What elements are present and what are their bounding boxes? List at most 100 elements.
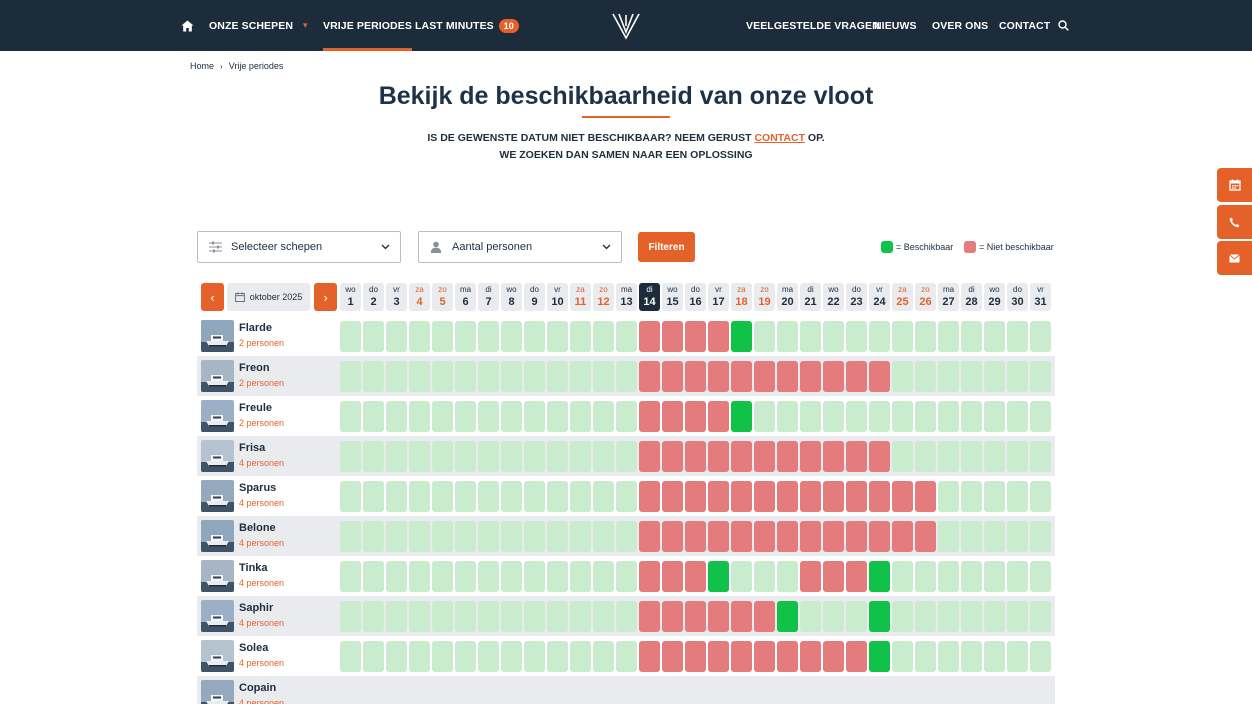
availability-cell-busy[interactable] — [708, 601, 729, 632]
month-picker[interactable]: oktober 2025 — [227, 283, 310, 311]
availability-cell-free[interactable] — [432, 361, 453, 392]
availability-cell-free[interactable] — [409, 561, 430, 592]
availability-cell-free[interactable] — [409, 321, 430, 352]
availability-cell-busy[interactable] — [731, 481, 752, 512]
availability-cell-free[interactable] — [524, 321, 545, 352]
availability-cell-free[interactable] — [340, 321, 361, 352]
availability-cell-free[interactable] — [432, 481, 453, 512]
availability-cell-free[interactable] — [961, 561, 982, 592]
availability-cell-busy[interactable] — [685, 441, 706, 472]
availability-cell-busy[interactable] — [869, 481, 890, 512]
availability-cell-busy[interactable] — [708, 481, 729, 512]
availability-cell-free[interactable] — [938, 321, 959, 352]
boat-thumbnail[interactable] — [201, 480, 234, 512]
availability-cell-busy[interactable] — [823, 441, 844, 472]
availability-cell-busy[interactable] — [662, 641, 683, 672]
availability-cell-busy[interactable] — [754, 441, 775, 472]
nav-item-nieuws[interactable]: NIEUWS — [874, 0, 917, 51]
availability-cell-free[interactable] — [1007, 481, 1028, 512]
availability-cell-free[interactable] — [340, 641, 361, 672]
availability-cell-free[interactable] — [524, 481, 545, 512]
availability-cell-busy[interactable] — [731, 441, 752, 472]
availability-cell-busy[interactable] — [639, 601, 660, 632]
availability-cell-free[interactable] — [616, 321, 637, 352]
availability-cell-free[interactable] — [984, 361, 1005, 392]
nav-item-onze-schepen[interactable]: ONZE SCHEPEN ▾ — [209, 0, 308, 51]
availability-cell-free[interactable] — [777, 401, 798, 432]
availability-cell-busy[interactable] — [823, 481, 844, 512]
availability-cell-free[interactable] — [455, 481, 476, 512]
boat-name[interactable]: Saphir — [239, 602, 274, 614]
availability-cell-free[interactable] — [869, 401, 890, 432]
availability-cell-free[interactable] — [524, 521, 545, 552]
availability-cell-free[interactable] — [754, 401, 775, 432]
boat-name[interactable]: Copain — [239, 682, 277, 694]
availability-cell-busy[interactable] — [731, 521, 752, 552]
availability-cell-free[interactable] — [455, 601, 476, 632]
availability-cell-free[interactable] — [340, 561, 361, 592]
availability-cell-busy[interactable] — [685, 321, 706, 352]
availability-cell-free[interactable] — [961, 321, 982, 352]
availability-cell-free[interactable] — [1030, 641, 1051, 672]
availability-cell-free[interactable] — [547, 641, 568, 672]
boat-name[interactable]: Freule — [239, 402, 273, 414]
breadcrumb-home[interactable]: Home — [190, 61, 215, 71]
boat-thumbnail[interactable] — [201, 320, 234, 352]
availability-cell-free[interactable] — [409, 401, 430, 432]
availability-cell-free[interactable] — [363, 601, 384, 632]
availability-cell-free[interactable] — [570, 321, 591, 352]
next-month-button[interactable]: › — [314, 283, 337, 311]
availability-cell-free[interactable] — [478, 441, 499, 472]
availability-cell-free[interactable] — [570, 441, 591, 472]
availability-cell-busy[interactable] — [823, 361, 844, 392]
availability-cell-free[interactable] — [524, 601, 545, 632]
select-persons-dropdown[interactable]: Aantal personen — [418, 231, 622, 263]
availability-cell-free[interactable] — [432, 641, 453, 672]
availability-cell-busy[interactable] — [823, 521, 844, 552]
availability-cell-free[interactable] — [455, 561, 476, 592]
availability-cell-free[interactable] — [432, 401, 453, 432]
availability-cell-free[interactable] — [501, 441, 522, 472]
availability-cell-free[interactable] — [915, 561, 936, 592]
availability-cell-free[interactable] — [478, 361, 499, 392]
availability-cell-free[interactable] — [1007, 641, 1028, 672]
availability-cell-free[interactable] — [386, 561, 407, 592]
availability-cell-busy[interactable] — [662, 441, 683, 472]
availability-cell-free[interactable] — [616, 401, 637, 432]
home-link[interactable] — [181, 0, 195, 51]
availability-cell-free[interactable] — [938, 401, 959, 432]
availability-cell-free[interactable] — [984, 641, 1005, 672]
availability-cell-free[interactable] — [731, 561, 752, 592]
availability-cell-free[interactable] — [570, 361, 591, 392]
availability-cell-free[interactable] — [938, 441, 959, 472]
availability-cell-free[interactable] — [984, 321, 1005, 352]
availability-cell-free[interactable] — [547, 521, 568, 552]
availability-cell-free[interactable] — [478, 641, 499, 672]
availability-cell-busy[interactable] — [708, 321, 729, 352]
availability-cell-busy[interactable] — [685, 401, 706, 432]
availability-cell-free[interactable] — [432, 321, 453, 352]
availability-cell-free[interactable] — [524, 401, 545, 432]
availability-cell-busy[interactable] — [708, 361, 729, 392]
boat-name[interactable]: Tinka — [239, 562, 268, 574]
availability-cell-free[interactable] — [455, 521, 476, 552]
availability-cell-busy[interactable] — [777, 481, 798, 512]
availability-cell-busy[interactable] — [846, 361, 867, 392]
availability-cell-free[interactable] — [501, 601, 522, 632]
availability-cell-busy[interactable] — [777, 641, 798, 672]
availability-cell-free[interactable] — [1007, 601, 1028, 632]
availability-cell-free[interactable] — [386, 361, 407, 392]
availability-cell-free[interactable] — [478, 561, 499, 592]
nav-item-faq[interactable]: VEELGESTELDE VRAGEN — [746, 0, 880, 51]
availability-cell-free[interactable] — [915, 361, 936, 392]
search-button[interactable] — [1058, 0, 1070, 51]
availability-cell-free[interactable] — [386, 401, 407, 432]
availability-cell-avail[interactable] — [731, 401, 752, 432]
availability-cell-free[interactable] — [800, 321, 821, 352]
availability-cell-free[interactable] — [455, 641, 476, 672]
availability-cell-busy[interactable] — [869, 521, 890, 552]
availability-cell-free[interactable] — [1030, 481, 1051, 512]
availability-cell-busy[interactable] — [754, 361, 775, 392]
availability-cell-free[interactable] — [616, 521, 637, 552]
availability-cell-free[interactable] — [501, 641, 522, 672]
